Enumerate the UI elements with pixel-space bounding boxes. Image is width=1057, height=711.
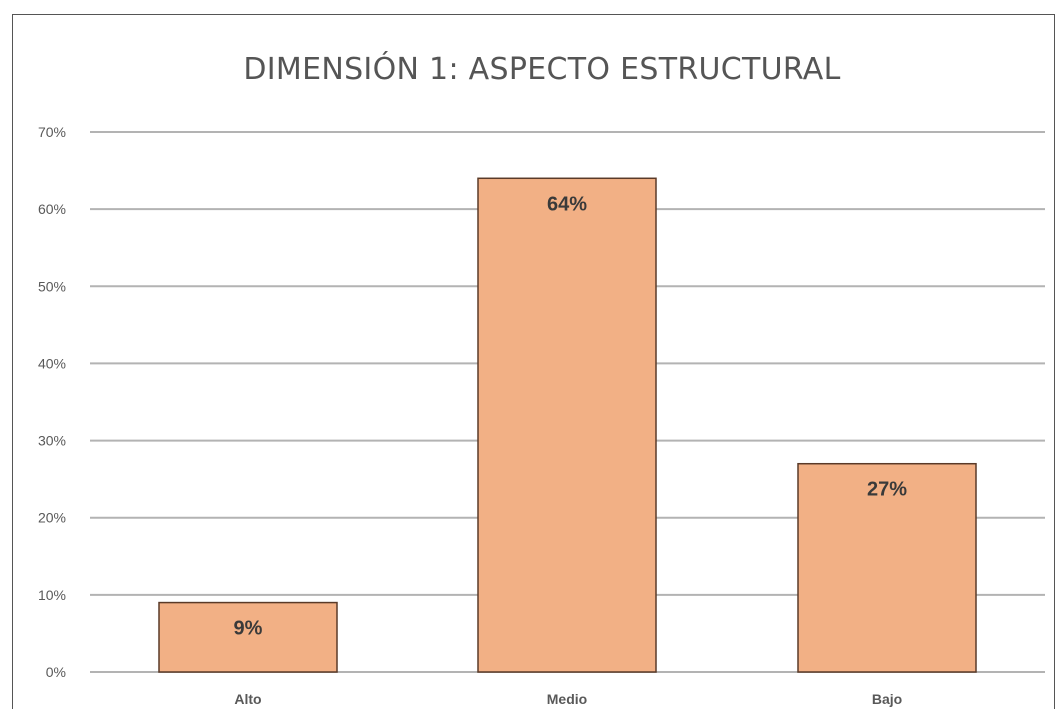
data-label: 27% [867,479,907,501]
y-tick-label: 20% [38,510,66,526]
y-tick-label: 10% [38,587,66,603]
chart-title: DIMENSIÓN 1: ASPECTO ESTRUCTURAL [243,52,841,87]
data-label: 64% [547,193,587,215]
x-tick-label: Medio [547,691,587,707]
y-tick-label: 30% [38,433,66,449]
y-tick-label: 60% [38,201,66,217]
y-tick-label: 50% [38,278,66,294]
y-tick-label: 0% [46,664,66,680]
x-tick-label: Bajo [872,691,902,707]
bar-medio [477,177,657,673]
bar-bajo [797,462,977,673]
data-label: 9% [234,618,263,640]
y-tick-label: 70% [38,124,66,140]
x-tick-label: Alto [234,691,261,707]
bar-alto [158,601,338,673]
y-tick-label: 40% [38,355,66,371]
